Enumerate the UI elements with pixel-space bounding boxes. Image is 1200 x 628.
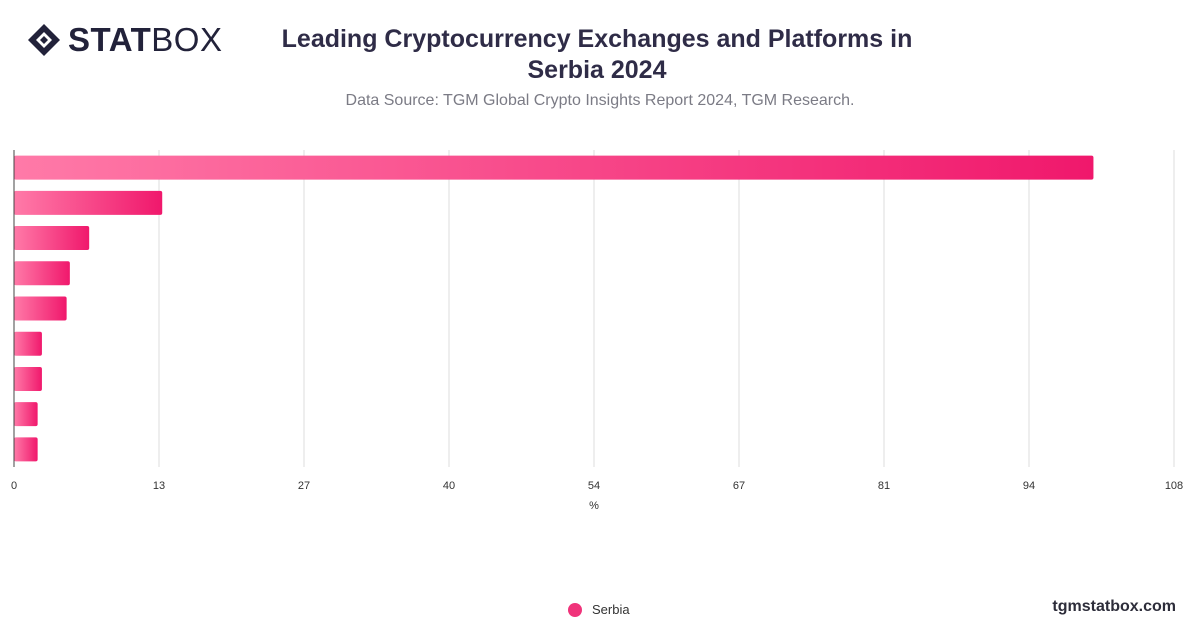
bar[interactable] [14,437,38,462]
legend-label: Serbia [592,602,630,617]
chart-title: Leading Cryptocurrency Exchanges and Pla… [281,25,913,84]
bar[interactable] [14,226,90,251]
x-tick-label: 0 [11,480,17,492]
statbox-logo: STATBOX [26,22,222,58]
legend-swatch [568,602,582,617]
bar-chart: 0 13 27 40 54 67 81 94 108 % [11,150,1183,512]
bar[interactable] [14,296,67,321]
bars [14,155,1094,462]
bar[interactable] [14,190,163,215]
x-tick-label: 27 [298,480,310,492]
bar[interactable] [14,155,1094,180]
diamond-logo-icon [28,24,60,56]
logo-wordmark-light: BOX [151,21,223,58]
bar[interactable] [14,261,70,286]
bar[interactable] [14,402,38,427]
x-tick-label: 108 [1165,480,1183,492]
x-tick-label: 40 [443,480,455,492]
x-axis-label: % [589,500,599,512]
chart-subtitle: Data Source: TGM Global Crypto Insights … [345,92,855,109]
grid-lines [158,150,1175,467]
x-tick-label: 67 [733,480,745,492]
logo-wordmark-bold: STAT [68,21,152,58]
bar[interactable] [14,366,42,391]
bar[interactable] [14,331,42,356]
legend[interactable]: Serbia [568,602,630,617]
x-axis-ticks: 0 13 27 40 54 67 81 94 108 [11,480,1183,492]
website-label: tgmstatbox.com [1052,598,1176,615]
x-tick-label: 81 [878,480,890,492]
x-tick-label: 13 [153,480,165,492]
logo-wordmark: STATBOX [68,22,222,58]
x-tick-label: 54 [588,480,600,492]
x-tick-label: 94 [1023,480,1035,492]
